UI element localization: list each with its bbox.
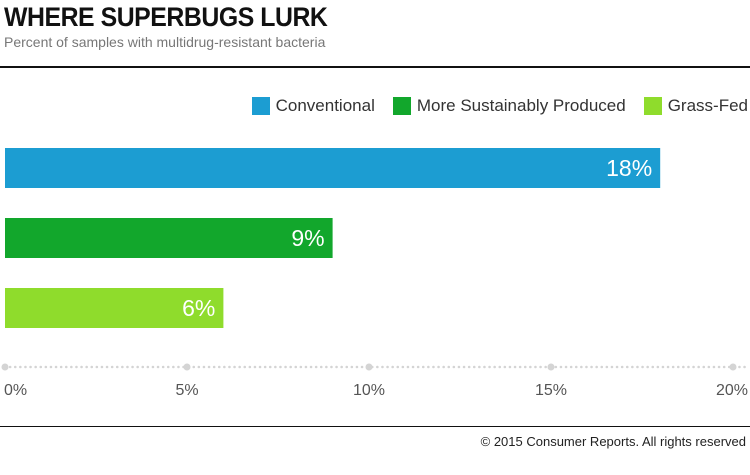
x-tick-dot [729,363,737,371]
legend-swatch-sustainable [392,97,411,115]
copyright-credit: © 2015 Consumer Reports. All rights rese… [480,434,746,449]
chart-subtitle: Percent of samples with multidrug-resist… [4,34,326,50]
bar-label-grass-fed: 6% [182,295,215,321]
legend: Conventional More Sustainably Produced G… [234,96,748,116]
bars-group: 18% 9% 6% [5,148,661,328]
x-tick-label: 5% [175,382,198,399]
legend-swatch-conventional [251,97,270,115]
legend-item-grass-fed: Grass-Fed [643,96,748,116]
x-tick-label: 20% [716,382,748,399]
legend-swatch-grass-fed [643,97,662,115]
legend-label-grass-fed: Grass-Fed [667,96,748,115]
x-axis: 0% 5% 10% 15% 20% [1,363,749,399]
x-tick-label: 10% [353,382,385,399]
bar-label-conventional: 18% [606,155,652,181]
bar-label-sustainable: 9% [291,225,324,251]
top-rule [0,66,750,68]
x-tick-dot [365,363,373,371]
x-tick-dot [183,363,191,371]
legend-item-conventional: Conventional [251,96,375,116]
bar-sustainable [5,218,333,258]
legend-item-sustainable: More Sustainably Produced [392,96,626,116]
bar-chart: 18% 9% 6% 0% 5% 10% 15% 20% [1,148,749,399]
x-tick-label: 15% [535,382,567,399]
bar-conventional [5,148,661,188]
chart-title: WHERE SUPERBUGS LURK [4,2,328,32]
x-tick-dot [1,363,9,371]
bottom-rule [0,426,750,427]
x-tick-label: 0% [4,382,27,399]
x-tick-dot [547,363,555,371]
bar-grass-fed [5,288,224,328]
legend-label-sustainable: More Sustainably Produced [416,96,626,115]
legend-label-conventional: Conventional [275,96,375,115]
